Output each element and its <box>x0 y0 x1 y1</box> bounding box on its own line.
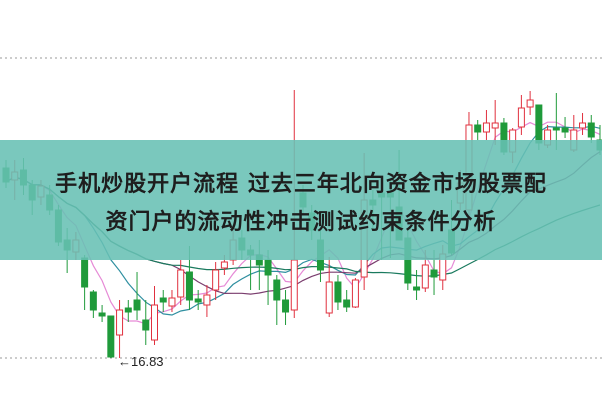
candle-body <box>482 122 490 133</box>
candle <box>151 286 158 345</box>
candle-body <box>325 281 333 314</box>
candle-body <box>290 259 298 311</box>
headline-line-2: 资门户的流动性冲击测试约束条件分析 <box>105 210 497 235</box>
candle <box>351 278 359 308</box>
candle <box>343 290 351 312</box>
candle <box>116 300 124 358</box>
candle <box>579 113 587 135</box>
candle-body <box>81 257 89 288</box>
candle <box>526 91 534 115</box>
candle <box>194 290 202 310</box>
candle-body <box>334 281 342 303</box>
candle-body <box>474 124 482 133</box>
candle-body <box>116 309 124 336</box>
candle-body <box>587 122 595 138</box>
candle-body <box>421 264 429 289</box>
candle <box>334 275 342 310</box>
candle-body <box>185 271 193 301</box>
candle-body <box>343 299 351 308</box>
candle-body <box>491 122 499 129</box>
candle <box>168 290 176 312</box>
candle <box>212 262 220 300</box>
candle <box>81 255 89 310</box>
candle-body <box>561 127 569 133</box>
candle <box>491 100 499 145</box>
candle <box>203 285 211 317</box>
headline-banner <box>0 140 602 260</box>
candle-body <box>517 107 525 128</box>
candle-body <box>552 127 560 131</box>
candle <box>561 117 569 138</box>
candle <box>124 300 132 322</box>
candle-body <box>133 299 141 311</box>
low-price-label: ←16.83 <box>118 354 164 369</box>
candle <box>107 315 115 358</box>
candle-body <box>124 307 132 313</box>
candle <box>89 290 97 318</box>
candle <box>159 290 167 312</box>
candle <box>142 300 150 345</box>
candle-body <box>351 279 359 308</box>
candle-body <box>98 312 106 317</box>
candle-body <box>282 299 290 313</box>
candle <box>517 95 525 135</box>
candle-body <box>264 259 272 276</box>
candle <box>177 260 185 305</box>
candle-body <box>142 319 150 331</box>
candle <box>133 272 141 320</box>
candle-body <box>535 104 543 144</box>
candle-body <box>151 304 158 341</box>
candle-body <box>203 294 211 306</box>
candle-body <box>413 286 421 291</box>
candle-body <box>168 297 176 307</box>
candle <box>587 115 595 143</box>
candle <box>273 275 281 325</box>
candle-body <box>89 291 97 311</box>
candle-body <box>159 297 167 303</box>
candle-body <box>526 99 534 108</box>
candle-body <box>220 261 228 269</box>
candle-body <box>430 269 438 278</box>
candle-body <box>194 298 202 303</box>
headline-line-1: 手机炒股开户流程 过去三年北向资金市场股票配 <box>55 172 547 197</box>
candle <box>98 305 106 322</box>
candle-body <box>273 279 281 301</box>
candle-body <box>212 269 220 291</box>
candle-body <box>107 315 115 358</box>
candle <box>325 257 333 317</box>
candle <box>482 110 490 140</box>
candle-body <box>579 122 587 129</box>
candle <box>282 290 290 325</box>
candle <box>474 120 482 140</box>
candle <box>413 270 421 300</box>
candle-body <box>177 269 185 298</box>
